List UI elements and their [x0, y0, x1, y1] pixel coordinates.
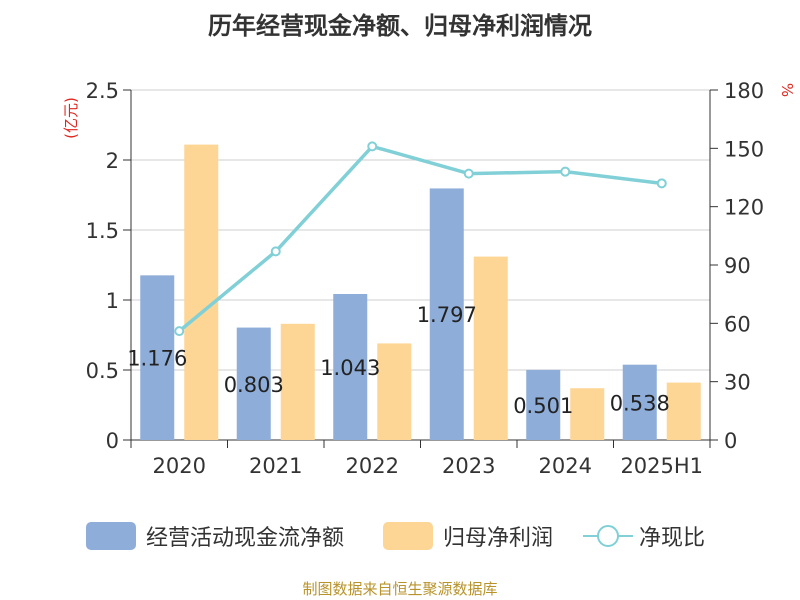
legend-label-cash-flow: 经营活动现金流净额	[146, 526, 345, 551]
bar-cash-flow	[429, 188, 464, 440]
bar-net-profit	[473, 256, 508, 440]
y-left-tick-label: 0.5	[86, 359, 119, 383]
data-label-cash-flow: 1.176	[127, 347, 187, 371]
data-label-cash-flow: 0.501	[513, 394, 573, 418]
bar-cash-flow	[622, 364, 657, 440]
bar-cash-flow	[140, 275, 175, 440]
y-right-tick-label: 0	[724, 429, 737, 453]
ratio-point	[463, 168, 474, 179]
legend-swatch-net-profit	[383, 522, 433, 550]
y-left-tick-label: 1	[106, 289, 119, 313]
ratio-point	[367, 141, 378, 152]
ratio-point	[270, 246, 281, 257]
ratio-line	[178, 144, 662, 333]
ratio-point	[174, 326, 185, 337]
y-right-tick-label: 150	[724, 137, 764, 161]
y-left-tick-label: 2.5	[86, 79, 119, 103]
y-left-tick-label: 1.5	[86, 219, 119, 243]
legend-item-cash-flow[interactable]: 经营活动现金流净额	[86, 516, 344, 556]
legend-item-net-profit[interactable]: 归母净利润	[383, 516, 553, 556]
bar-net-profit	[184, 144, 219, 440]
bar-net-profit	[666, 382, 701, 440]
legend-label-net-profit: 归母净利润	[443, 526, 554, 551]
legend-swatch-cash-flow	[86, 522, 136, 550]
x-tick-label: 2020	[153, 454, 206, 478]
x-tick-label: 2021	[249, 454, 302, 478]
y-right-tick-label: 60	[724, 312, 751, 336]
x-tick-label: 2022	[346, 454, 399, 478]
source-note: 制图数据来自恒生聚源数据库	[302, 580, 498, 598]
y-right-tick-label: 180	[724, 79, 764, 103]
y-right-unit-label: %	[778, 83, 796, 97]
y-left-tick-label: 0	[106, 429, 119, 453]
bar-net-profit	[570, 388, 605, 440]
y-left-tick-label: 2	[106, 149, 119, 173]
y-right-tick-label: 30	[724, 371, 751, 395]
bar-cash-flow	[236, 327, 271, 440]
data-label-cash-flow: 1.043	[320, 356, 380, 380]
x-tick-label: 2023	[442, 454, 495, 478]
x-tick-label: 2025H1	[620, 454, 703, 478]
data-label-cash-flow: 0.538	[610, 391, 670, 415]
bar-cash-flow	[333, 293, 368, 440]
chart-title: 历年经营现金净额、归母净利润情况	[208, 12, 592, 40]
legend: 经营活动现金流净额 归母净利润 净现比	[0, 516, 800, 556]
legend-swatch-ratio	[583, 522, 633, 550]
bar-net-profit	[280, 323, 315, 440]
ratio-point	[656, 178, 667, 189]
bar-net-profit	[377, 343, 412, 440]
y-right-tick-label: 90	[724, 254, 751, 278]
x-tick-label: 2024	[539, 454, 592, 478]
ratio-point	[560, 166, 571, 177]
bar-cash-flow	[526, 369, 561, 440]
legend-item-ratio[interactable]: 净现比	[583, 516, 705, 556]
data-label-cash-flow: 0.803	[224, 373, 284, 397]
data-label-cash-flow: 1.797	[417, 303, 477, 327]
y-left-unit-label: (亿元)	[62, 97, 80, 139]
legend-label-ratio: 净现比	[639, 526, 706, 551]
y-right-tick-label: 120	[724, 196, 764, 220]
